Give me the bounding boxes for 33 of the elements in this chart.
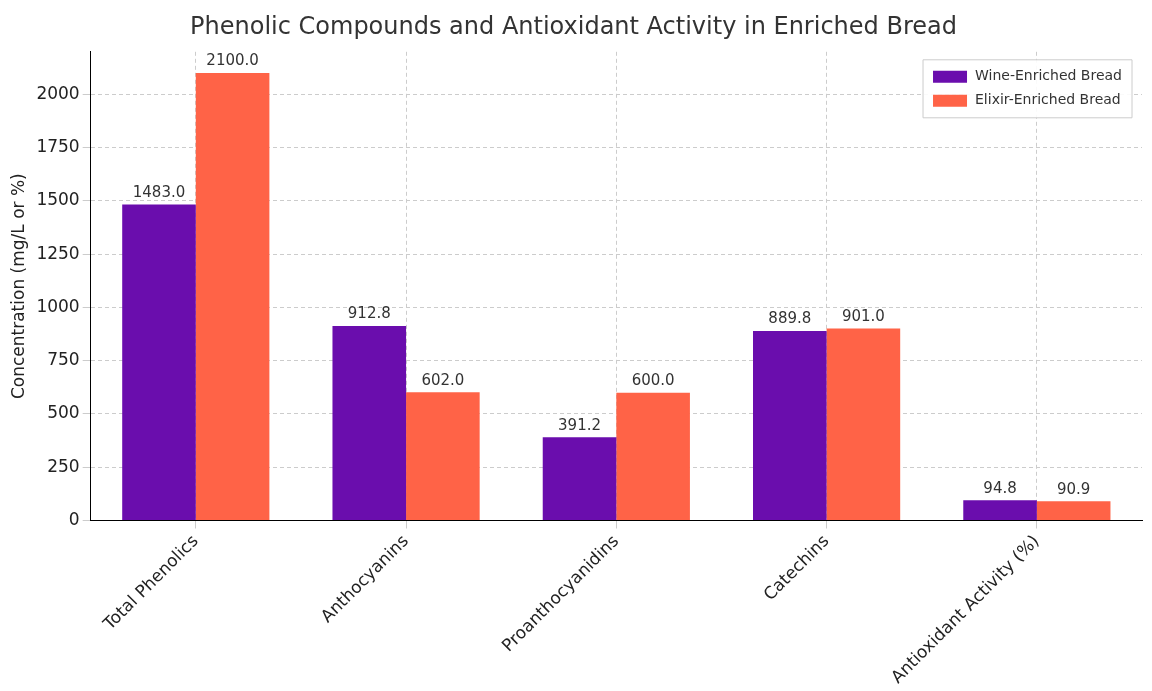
legend-label: Elixir-Enriched Bread bbox=[975, 91, 1121, 108]
bar bbox=[332, 326, 407, 521]
y-tick-label: 1250 bbox=[36, 242, 80, 263]
data-label: 912.8 bbox=[347, 304, 391, 323]
bar bbox=[406, 392, 480, 521]
data-label: 889.8 bbox=[768, 309, 812, 328]
data-label: 391.2 bbox=[558, 415, 602, 434]
bar bbox=[542, 437, 617, 521]
bar bbox=[122, 204, 196, 521]
bar bbox=[616, 392, 690, 521]
data-label: 600.0 bbox=[631, 371, 675, 390]
data-label: 90.9 bbox=[1056, 479, 1091, 498]
bar bbox=[963, 500, 1037, 521]
data-label: 2100.0 bbox=[206, 51, 259, 70]
y-tick-label: 250 bbox=[47, 455, 80, 476]
legend-label: Wine-Enriched Bread bbox=[975, 67, 1122, 84]
bar bbox=[753, 330, 827, 521]
bar bbox=[195, 73, 270, 521]
y-axis-title: Concentration (mg/L or %) bbox=[7, 173, 28, 400]
y-tick-label: 1750 bbox=[36, 136, 80, 157]
bar bbox=[1036, 501, 1111, 521]
y-tick-label: 1000 bbox=[36, 295, 80, 316]
data-label: 94.8 bbox=[983, 478, 1017, 497]
y-tick-label: 2000 bbox=[36, 82, 80, 103]
y-tick-label: 0 bbox=[68, 508, 80, 529]
y-tick-label: 750 bbox=[47, 349, 80, 370]
y-tick-label: 1500 bbox=[36, 189, 80, 210]
y-tick-label: 500 bbox=[47, 402, 80, 423]
data-label: 1483.0 bbox=[132, 182, 186, 201]
data-label: 901.0 bbox=[841, 306, 885, 325]
data-label: 602.0 bbox=[421, 370, 465, 389]
bar bbox=[826, 328, 901, 521]
chart-title: Phenolic Compounds and Antioxidant Activity in Enriched Bread bbox=[190, 11, 957, 40]
